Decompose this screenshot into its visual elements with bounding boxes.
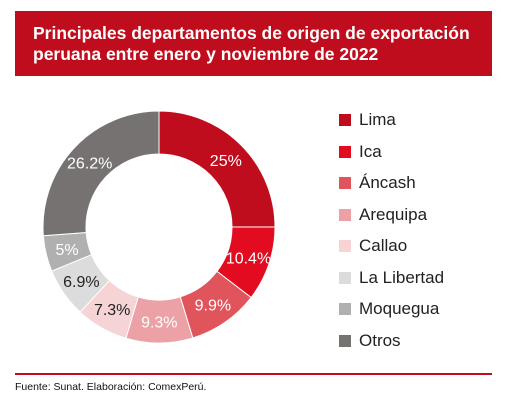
- value-label-la-libertad: 6.9%: [63, 274, 99, 291]
- source-note: Fuente: Sunat. Elaboración: ComexPerú.: [15, 381, 207, 393]
- legend-label: Otros: [359, 330, 401, 350]
- legend-label: Ica: [359, 141, 382, 161]
- chart-title: Principales departamentos de origen de e…: [33, 23, 483, 65]
- chart-title-line-1: Principales departamentos de origen de e…: [33, 23, 470, 43]
- legend-swatch: [339, 240, 351, 252]
- legend-item-ica: Ica: [339, 140, 499, 164]
- value-label-callao: 7.3%: [94, 302, 130, 319]
- legend-item-otros: Otros: [339, 329, 499, 353]
- legend-swatch: [339, 208, 351, 221]
- legend-swatch: [339, 334, 351, 347]
- legend-swatch: [339, 145, 351, 158]
- legend-label: Callao: [359, 236, 408, 255]
- legend-item-lima: Lima: [339, 108, 499, 132]
- legend-swatch: [339, 177, 351, 189]
- donut-value-labels: 25% 10.4% 9.9% 9.3% 7.3% 6.9% 5% 26.2%: [55, 153, 271, 331]
- value-label-otros: 26.2%: [67, 156, 112, 173]
- legend-swatch: [339, 303, 351, 315]
- legend-item-la-libertad: La Libertad: [339, 266, 499, 290]
- legend-label: La Libertad: [359, 267, 445, 287]
- legend-label: Áncash: [359, 173, 416, 192]
- value-label-lima: 25%: [210, 153, 242, 170]
- legend-label: Moquegua: [359, 299, 440, 318]
- legend-swatch: [339, 271, 351, 284]
- title-banner: Principales departamentos de origen de e…: [15, 11, 492, 76]
- legend-label: Lima: [359, 110, 396, 129]
- value-label-áncash: 9.9%: [195, 298, 231, 315]
- legend-item-moquegua: Moquegua: [339, 297, 499, 321]
- chart-title-line-2: peruana entre enero y noviembre de 2022: [33, 44, 379, 64]
- footer-divider: [15, 373, 492, 375]
- value-label-ica: 10.4%: [226, 250, 271, 267]
- donut-slices: [42, 110, 276, 344]
- donut-slice-otros: [42, 110, 160, 237]
- value-label-moquegua: 5%: [55, 242, 78, 259]
- legend-swatch: [339, 114, 351, 126]
- legend-item-arequipa: Arequipa: [339, 203, 499, 227]
- legend-item-callao: Callao: [339, 234, 499, 258]
- legend-label: Arequipa: [359, 204, 428, 224]
- legend-item-áncash: Áncash: [339, 171, 499, 195]
- value-label-arequipa: 9.3%: [141, 314, 177, 331]
